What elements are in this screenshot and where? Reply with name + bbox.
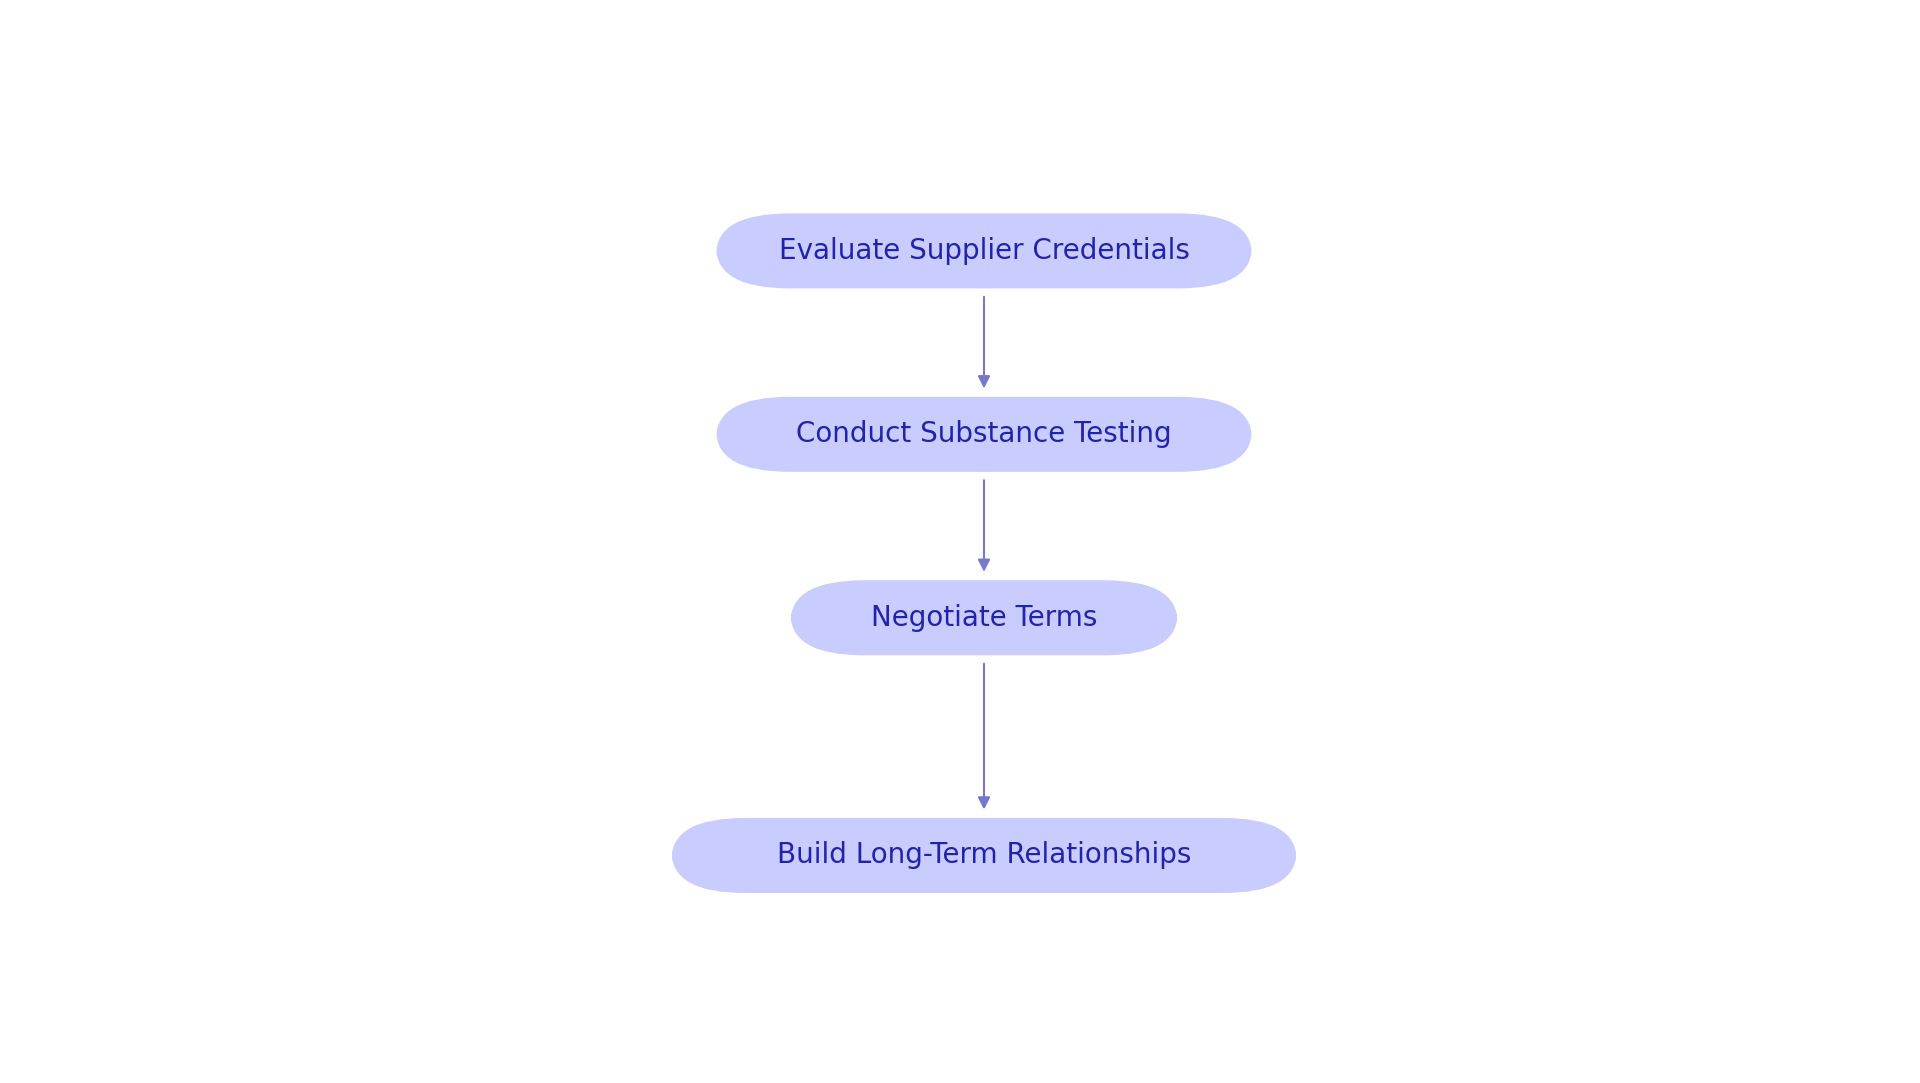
FancyBboxPatch shape xyxy=(791,580,1177,655)
Text: Negotiate Terms: Negotiate Terms xyxy=(872,604,1096,631)
Text: Evaluate Supplier Credentials: Evaluate Supplier Credentials xyxy=(780,237,1188,265)
FancyBboxPatch shape xyxy=(716,213,1252,288)
FancyBboxPatch shape xyxy=(672,818,1296,893)
Text: Build Long-Term Relationships: Build Long-Term Relationships xyxy=(778,841,1190,870)
Text: Conduct Substance Testing: Conduct Substance Testing xyxy=(797,420,1171,448)
FancyBboxPatch shape xyxy=(716,396,1252,472)
